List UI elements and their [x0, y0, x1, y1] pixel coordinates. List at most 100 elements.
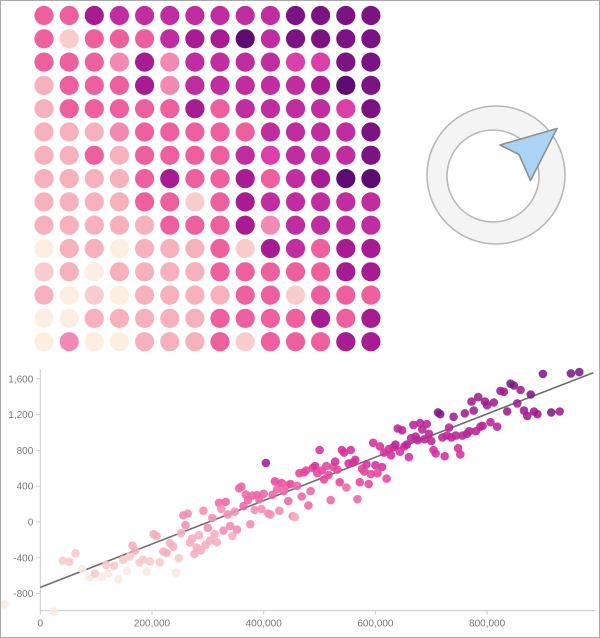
grid-dot[interactable]	[185, 215, 205, 235]
grid-dot[interactable]	[34, 332, 54, 352]
grid-dot[interactable]	[34, 238, 54, 259]
grid-dot[interactable]	[260, 52, 280, 72]
scatter-point[interactable]	[322, 461, 331, 471]
scatter-point[interactable]	[469, 406, 479, 415]
grid-dot[interactable]	[285, 99, 306, 119]
grid-dot[interactable]	[185, 145, 205, 165]
grid-dot[interactable]	[235, 29, 255, 49]
grid-dot[interactable]	[185, 52, 205, 72]
scatter-point[interactable]	[427, 436, 436, 446]
scatter-point[interactable]	[371, 460, 380, 470]
grid-dot[interactable]	[84, 29, 104, 49]
scatter-point[interactable]	[533, 409, 542, 419]
scatter-point[interactable]	[199, 506, 208, 516]
grid-dot[interactable]	[260, 215, 280, 235]
grid-dot[interactable]	[311, 262, 331, 282]
grid-dot[interactable]	[311, 52, 331, 72]
grid-dot[interactable]	[361, 145, 381, 165]
grid-dot[interactable]	[135, 215, 155, 235]
scatter-point[interactable]	[373, 468, 382, 478]
grid-dot[interactable]	[285, 75, 306, 95]
grid-dot[interactable]	[59, 52, 79, 72]
grid-dot[interactable]	[235, 192, 255, 212]
grid-dot[interactable]	[160, 145, 180, 165]
scatter-point[interactable]	[205, 536, 215, 545]
grid-dot[interactable]	[336, 308, 356, 328]
grid-dot[interactable]	[235, 169, 255, 189]
scatter-point[interactable]	[272, 485, 282, 494]
grid-dot[interactable]	[109, 99, 129, 119]
scatter-point[interactable]	[71, 549, 80, 558]
grid-dot[interactable]	[210, 308, 230, 328]
grid-dot[interactable]	[311, 285, 331, 305]
grid-dot[interactable]	[311, 308, 331, 328]
grid-dot[interactable]	[185, 192, 205, 212]
grid-dot[interactable]	[109, 145, 129, 165]
grid-dot[interactable]	[109, 332, 129, 352]
grid-dot[interactable]	[84, 145, 104, 165]
scatter-point[interactable]	[49, 607, 58, 616]
scatter-point[interactable]	[404, 452, 414, 462]
grid-dot[interactable]	[160, 238, 180, 259]
grid-dot[interactable]	[109, 262, 129, 282]
grid-dot[interactable]	[210, 332, 230, 352]
grid-dot[interactable]	[336, 332, 356, 352]
grid-dot[interactable]	[336, 238, 356, 259]
scatter-point[interactable]	[460, 409, 470, 418]
grid-dot[interactable]	[260, 122, 280, 142]
scatter-point[interactable]	[118, 555, 128, 565]
grid-dot[interactable]	[185, 238, 205, 259]
grid-dot[interactable]	[84, 52, 104, 72]
grid-dot[interactable]	[210, 122, 230, 142]
grid-dot[interactable]	[260, 192, 280, 212]
scatter-point[interactable]	[210, 529, 219, 539]
grid-dot[interactable]	[34, 5, 54, 26]
scatter-point[interactable]	[473, 392, 483, 402]
grid-dot[interactable]	[311, 169, 331, 189]
grid-dot[interactable]	[185, 308, 205, 328]
scatter-point[interactable]	[422, 419, 432, 429]
scatter-point[interactable]	[194, 530, 204, 540]
grid-dot[interactable]	[109, 215, 129, 235]
grid-dot[interactable]	[260, 332, 280, 352]
grid-dot[interactable]	[59, 29, 79, 49]
scatter-point[interactable]	[292, 481, 302, 491]
scatter-point[interactable]	[440, 451, 450, 461]
grid-dot[interactable]	[185, 99, 205, 119]
scatter-point[interactable]	[547, 408, 556, 417]
scatter-point[interactable]	[382, 474, 391, 483]
grid-dot[interactable]	[34, 29, 54, 49]
grid-dot[interactable]	[135, 75, 155, 95]
grid-dot[interactable]	[160, 52, 180, 72]
grid-dot[interactable]	[235, 332, 255, 352]
scatter-point[interactable]	[330, 457, 340, 466]
grid-dot[interactable]	[336, 75, 356, 95]
grid-dot[interactable]	[311, 332, 331, 352]
grid-dot[interactable]	[59, 5, 79, 26]
grid-dot[interactable]	[260, 285, 280, 305]
scatter-point[interactable]	[174, 553, 184, 563]
grid-dot[interactable]	[361, 238, 381, 259]
scatter-point[interactable]	[261, 458, 271, 468]
grid-dot[interactable]	[210, 215, 230, 235]
grid-dot[interactable]	[160, 332, 180, 352]
grid-dot[interactable]	[135, 5, 155, 26]
grid-dot[interactable]	[135, 332, 155, 352]
scatter-point[interactable]	[152, 531, 161, 541]
grid-dot[interactable]	[235, 5, 255, 26]
grid-dot[interactable]	[361, 122, 381, 142]
grid-dot[interactable]	[336, 192, 356, 212]
scatter-point[interactable]	[431, 449, 441, 458]
grid-dot[interactable]	[59, 332, 79, 352]
grid-dot[interactable]	[135, 308, 155, 328]
grid-dot[interactable]	[34, 308, 54, 328]
grid-dot[interactable]	[185, 75, 205, 95]
scatter-point[interactable]	[509, 381, 519, 390]
grid-dot[interactable]	[235, 215, 255, 235]
grid-dot[interactable]	[34, 52, 54, 72]
grid-dot[interactable]	[59, 215, 79, 235]
grid-dot[interactable]	[84, 238, 104, 259]
scatter-point[interactable]	[482, 400, 492, 410]
scatter-point[interactable]	[366, 469, 376, 479]
grid-dot[interactable]	[285, 285, 306, 305]
